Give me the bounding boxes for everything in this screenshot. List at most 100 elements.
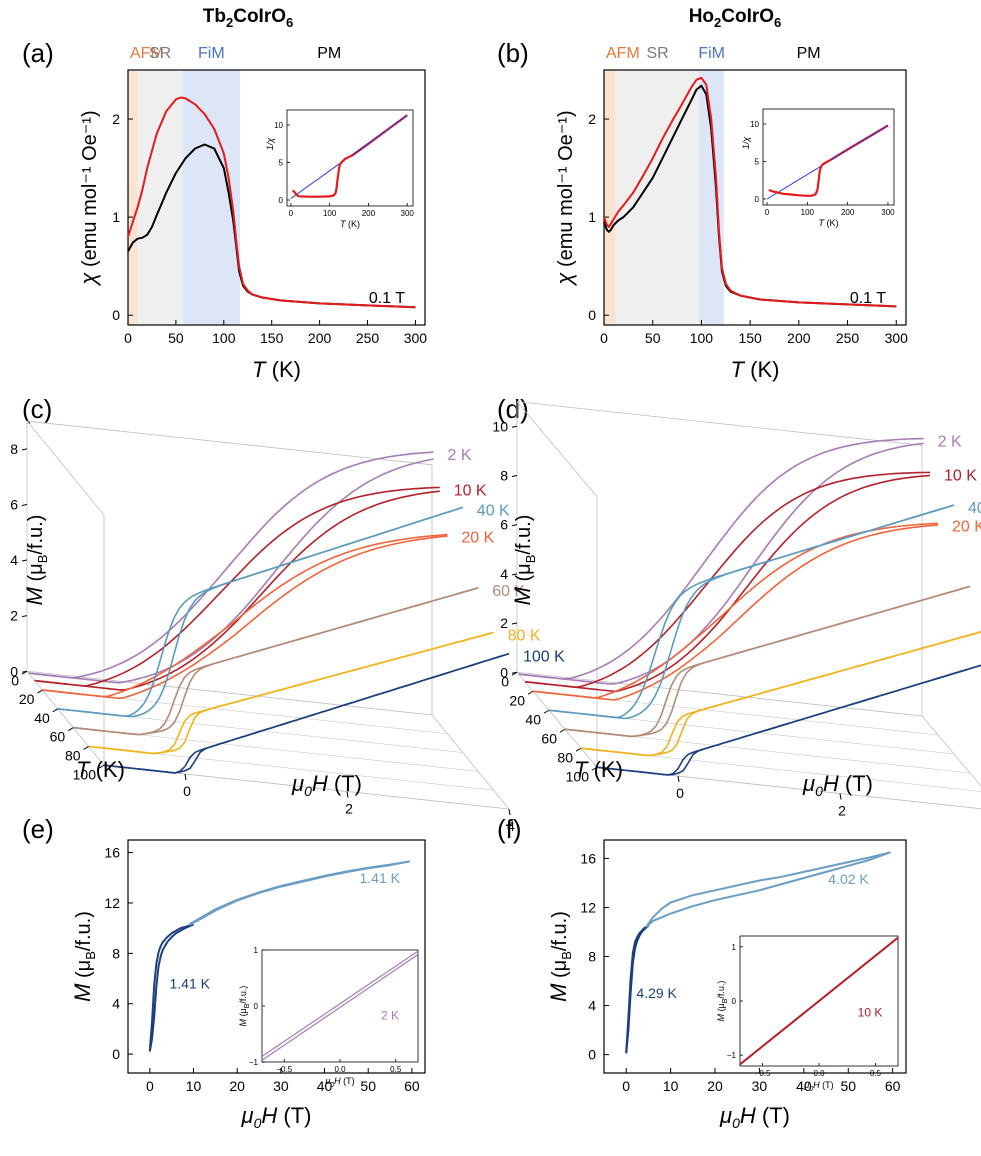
field-label: 0.1 T — [369, 290, 405, 307]
inset-y-tick-label: 10 — [750, 120, 759, 129]
inset-x-symbol: T — [340, 219, 347, 229]
curve-20k — [42, 535, 448, 700]
x-tick-label: 200 — [308, 330, 332, 346]
y-tick-label: 12 — [104, 895, 120, 911]
x-axis-unit: (T) — [756, 1103, 790, 1128]
curve-20k — [42, 533, 448, 698]
curve-2k — [28, 451, 434, 679]
series-down-0 — [148, 923, 194, 1051]
x-tick-label: 20 — [707, 1078, 723, 1094]
region-label-fim: FiM — [698, 45, 725, 62]
x-axis-symbol2: H — [261, 1103, 277, 1128]
h-axis-label: μ0H (T) — [802, 771, 873, 799]
t-tick — [591, 766, 598, 771]
inset-y-label: M (μB/f.u.) — [238, 986, 251, 1027]
x-tick-label: 30 — [273, 1078, 289, 1094]
series-down-0 — [625, 924, 649, 1053]
z-tick — [511, 622, 518, 625]
panel-letter: (a) — [22, 38, 54, 68]
y-tick-label: 1 — [112, 209, 120, 225]
h-tick — [346, 791, 349, 798]
box-edge — [26, 670, 105, 766]
x-axis-unit: (K) — [744, 357, 779, 382]
x-axis-unit: (T) — [277, 1103, 311, 1128]
t-tick — [83, 746, 89, 750]
y-axis-label: χ (emu mol⁻¹ Oe⁻¹) — [76, 110, 101, 286]
curve-10k — [34, 486, 440, 687]
z-axis-symbol: M — [22, 586, 47, 605]
h-axis-sub: 0 — [304, 783, 312, 799]
z-tick — [21, 615, 28, 618]
inset-x-tick-label: 0 — [765, 208, 770, 217]
h-tick-label: 0 — [183, 783, 191, 799]
box-edge — [26, 420, 105, 516]
title-left: Tb2CoIrO6 — [203, 6, 293, 30]
inset-y-tick-label: −1 — [727, 1051, 737, 1060]
x-tick-label: 100 — [690, 330, 714, 346]
h-tick — [184, 773, 187, 781]
region-label-sr: SR — [646, 45, 668, 62]
curve-label: 80 K — [508, 627, 541, 644]
inset-y-symbol: M — [238, 1018, 248, 1026]
z-tick-label: 0 — [10, 663, 18, 679]
curve-60k — [564, 585, 971, 738]
inset: 0 100 200 300 0 5 10 T (K) 1/χ — [741, 108, 895, 228]
t-tick — [559, 728, 566, 733]
inset-x-tick-label: 200 — [362, 209, 376, 218]
y-axis-symbol: M — [546, 983, 571, 1002]
inset-y-symbol: M — [716, 1013, 726, 1021]
y-tick-label: 8 — [588, 948, 596, 964]
x-tick-label: 100 — [212, 330, 236, 346]
region-label-fim: FiM — [198, 45, 225, 62]
curve-40k — [548, 504, 955, 720]
t-tick — [543, 709, 550, 714]
inset-y-tick-label: 5 — [279, 159, 284, 168]
inset-x-tick-label: 0.5 — [390, 1065, 402, 1074]
title-right: Ho2CoIrO6 — [689, 6, 782, 30]
x-tick-label: 200 — [787, 330, 811, 346]
y-axis-unit: (emu mol⁻¹ Oe⁻¹) — [555, 110, 577, 272]
y-tick-label: 2 — [112, 111, 120, 127]
inset-y-tick-label: 0 — [755, 195, 760, 204]
region-label-afm: AFM — [130, 45, 164, 62]
region-afm — [128, 70, 138, 325]
y-tick-label: 12 — [580, 899, 596, 915]
box-edge — [516, 671, 598, 768]
curve-2k — [518, 442, 924, 685]
x-axis-unit: (K) — [266, 357, 301, 382]
t-tick — [575, 747, 582, 752]
curve-label: 40 K — [477, 502, 510, 519]
inset-x-tick-label: 300 — [401, 209, 415, 218]
t-tick-label: 40 — [525, 711, 541, 727]
z-axis-symbol: M — [510, 586, 535, 605]
h-axis-symbol2: H — [312, 771, 328, 796]
curve-10k — [34, 490, 440, 691]
x-tick-label: 40 — [796, 1078, 812, 1094]
y-tick-label: 0 — [588, 307, 596, 323]
y-axis-label: M (μB/f.u.) — [546, 911, 574, 1002]
region-label-pm: PM — [317, 45, 341, 62]
inset-x-tick-label: 0.5 — [870, 1069, 882, 1078]
x-tick-label: 0 — [622, 1078, 630, 1094]
panel-letter: (e) — [22, 814, 54, 844]
box-edge — [921, 715, 981, 787]
t-tick — [21, 670, 28, 675]
x-axis-symbol2: H — [740, 1103, 756, 1128]
inset-y-unit: (μ — [716, 1003, 726, 1014]
x-axis-symbol: T — [252, 357, 267, 382]
inset-y-sub: B — [722, 998, 729, 1003]
x-axis-sub: 0 — [732, 1115, 740, 1131]
z-tick-label: 8 — [500, 467, 508, 483]
curve-2k — [518, 437, 924, 680]
h-tick-label: 4 — [507, 818, 515, 834]
t-tick-label: 60 — [50, 729, 66, 745]
inset-branch-down — [739, 936, 899, 1065]
inset-x-unit: (T) — [341, 1076, 355, 1086]
z-tick-label: 4 — [10, 552, 18, 568]
box-edge — [26, 420, 433, 466]
y-tick-label: 0 — [112, 307, 120, 323]
inset-y-label: M (μB/f.u.) — [716, 981, 729, 1022]
